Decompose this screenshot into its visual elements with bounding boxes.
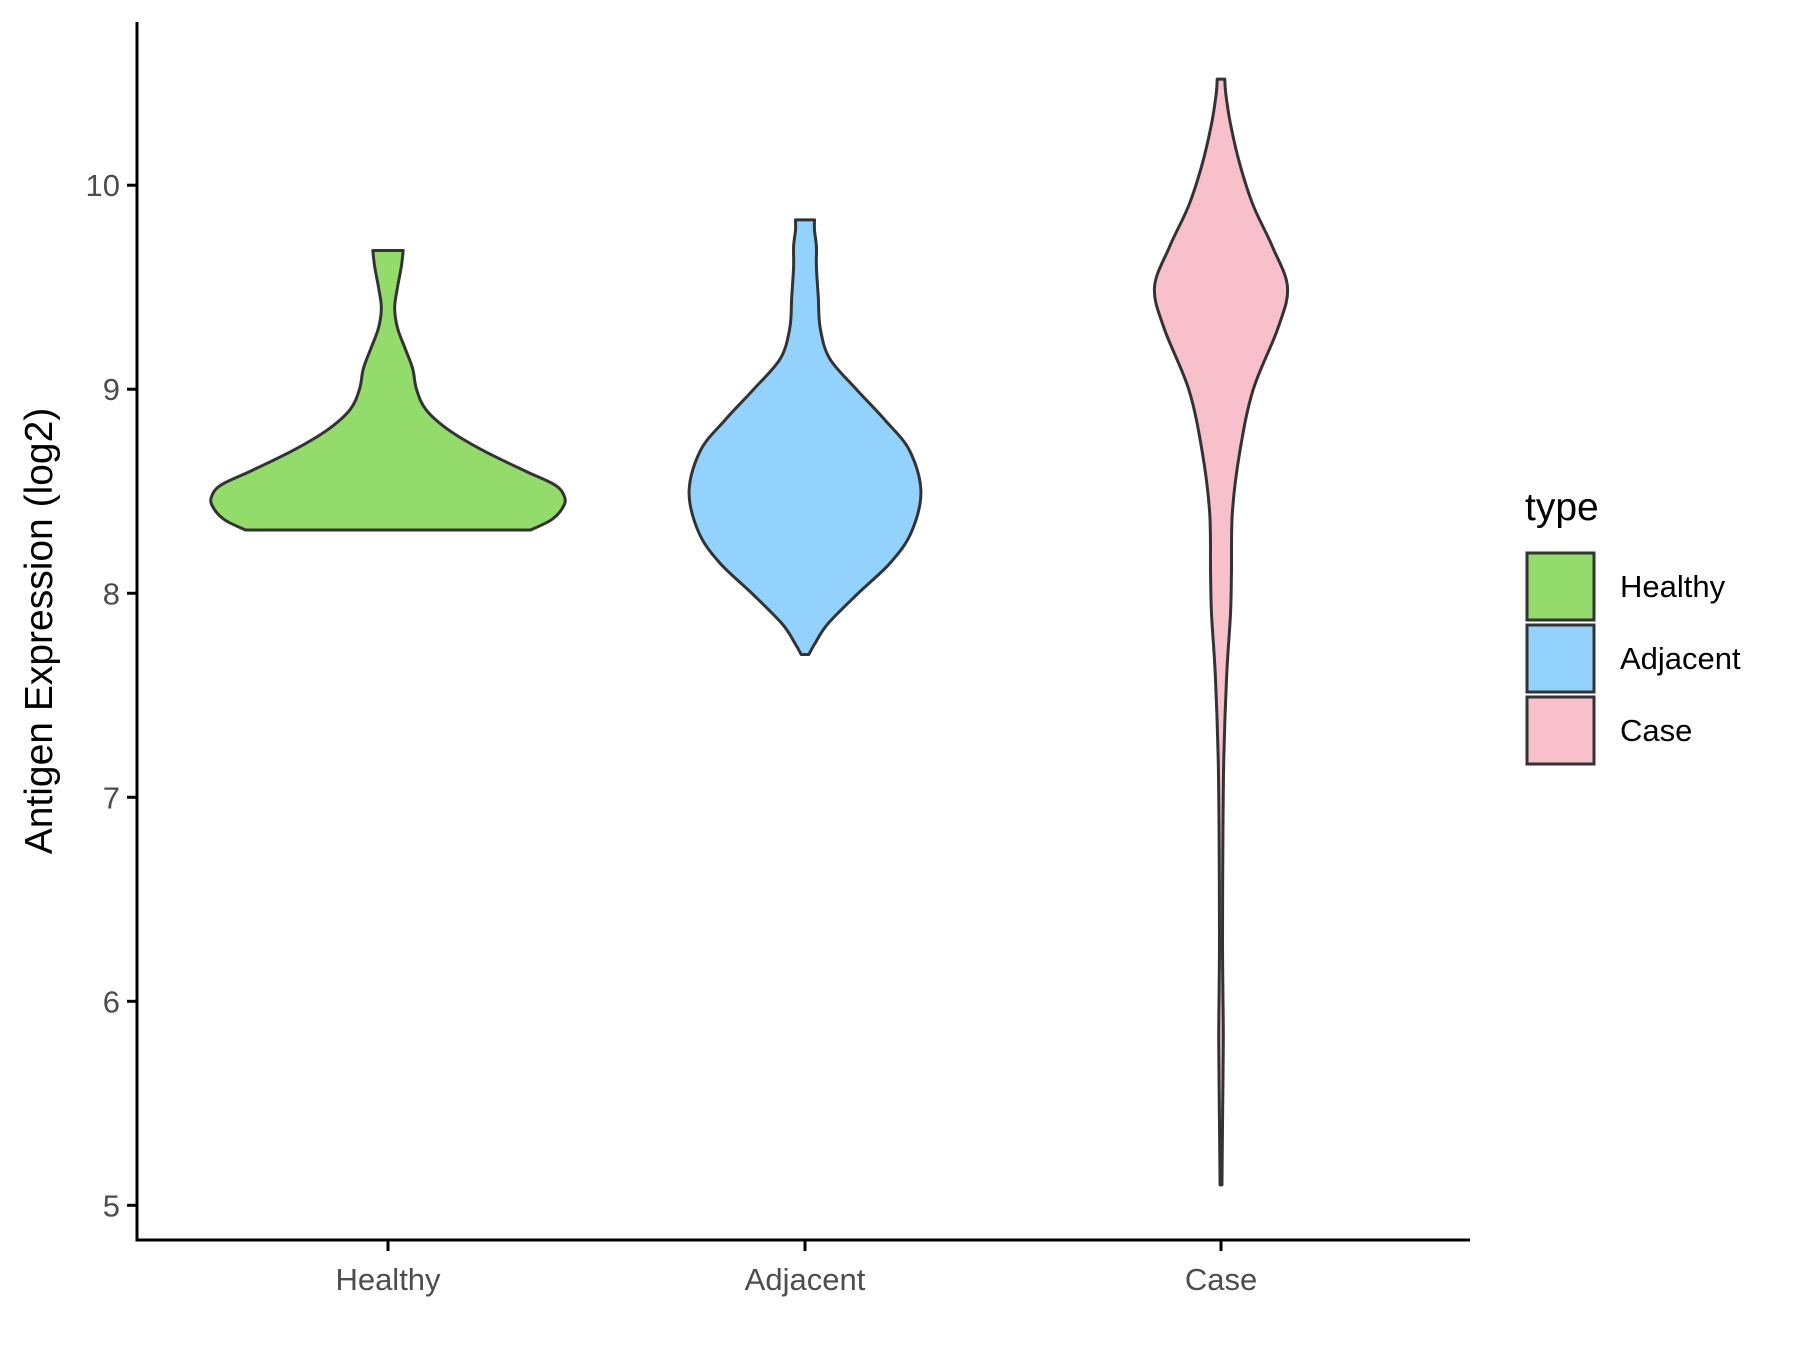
y-axis-title: Antigen Expression (log2) [18, 408, 61, 855]
y-tick-label: 7 [103, 780, 120, 815]
violin-layer [209, 77, 1290, 1187]
violin-case [1152, 77, 1290, 1187]
y-tick-label: 5 [103, 1188, 120, 1223]
y-tick-label: 10 [86, 168, 120, 203]
x-axis-ticks: Healthy Adjacent Case [335, 1240, 1257, 1297]
legend: type Healthy Adjacent Case [1525, 486, 1741, 766]
legend-swatch-healthy [1525, 551, 1596, 622]
x-tick-label: Case [1185, 1262, 1257, 1297]
x-tick-label: Adjacent [745, 1262, 866, 1297]
y-axis-ticks: 5 6 7 8 9 10 [86, 168, 137, 1223]
violin-healthy [209, 249, 567, 532]
legend-label-adjacent: Adjacent [1620, 641, 1741, 676]
legend-swatch-adjacent [1525, 623, 1596, 694]
legend-label-healthy: Healthy [1620, 569, 1726, 604]
violin-adjacent [687, 218, 923, 656]
legend-label-case: Case [1620, 713, 1692, 748]
axes [135, 22, 1470, 1242]
y-tick-label: 9 [103, 372, 120, 407]
x-tick-label: Healthy [335, 1262, 441, 1297]
legend-title: type [1525, 486, 1599, 529]
legend-items: Healthy Adjacent Case [1525, 551, 1741, 766]
legend-swatch-case [1525, 695, 1596, 766]
y-tick-label: 8 [103, 576, 120, 611]
y-tick-label: 6 [103, 984, 120, 1019]
